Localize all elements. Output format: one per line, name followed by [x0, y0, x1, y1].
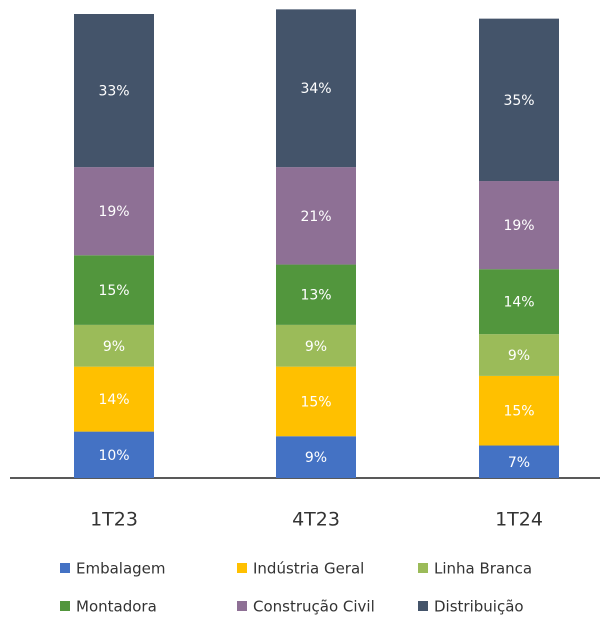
- bar-segment: [74, 431, 154, 478]
- legend-swatch: [60, 601, 70, 611]
- data-label: 9%: [508, 348, 530, 364]
- bar-segment: [479, 181, 559, 270]
- legend-label: Montadora: [76, 598, 157, 616]
- bar-segment: [276, 9, 356, 168]
- data-label: 21%: [300, 209, 331, 225]
- bar-segment: [479, 445, 559, 478]
- bar-segment: [74, 324, 154, 367]
- data-label: 9%: [305, 339, 327, 355]
- bar-segment: [479, 18, 559, 182]
- bar-segment: [276, 264, 356, 325]
- data-label: 19%: [98, 204, 129, 220]
- data-label: 9%: [305, 450, 327, 466]
- data-label: 14%: [503, 295, 534, 311]
- bar-segment: [276, 436, 356, 478]
- bar-segment: [479, 334, 559, 376]
- bar-segment: [74, 255, 154, 325]
- data-label: 13%: [300, 288, 331, 304]
- data-label: 7%: [508, 455, 530, 471]
- bar-segment: [74, 14, 154, 168]
- data-label: 34%: [300, 81, 331, 97]
- legend-swatch: [418, 563, 428, 573]
- legend-swatch: [418, 601, 428, 611]
- data-label: 14%: [98, 392, 129, 408]
- data-label: 19%: [503, 218, 534, 234]
- legend-swatch: [237, 563, 247, 573]
- x-tick-label: 1T24: [495, 509, 543, 531]
- legend-label: Construção Civil: [253, 598, 375, 616]
- data-label: 15%: [503, 404, 534, 420]
- data-label: 10%: [98, 448, 129, 464]
- bar-segment: [479, 375, 559, 446]
- x-tick-label: 1T23: [90, 509, 138, 531]
- bar-segment: [74, 366, 154, 432]
- legend-label: Indústria Geral: [253, 560, 364, 578]
- legend-label: Distribuição: [434, 598, 524, 616]
- data-label: 15%: [300, 394, 331, 410]
- data-label: 33%: [98, 84, 129, 100]
- bar-segment: [74, 167, 154, 256]
- bar-segment: [276, 167, 356, 265]
- data-label: 9%: [103, 339, 125, 355]
- data-label: 15%: [98, 283, 129, 299]
- legend-swatch: [60, 563, 70, 573]
- legend-label: Linha Branca: [434, 560, 532, 578]
- bar-segment: [276, 366, 356, 437]
- data-label: 35%: [503, 93, 534, 109]
- bar-segment: [479, 269, 559, 335]
- legend-label: Embalagem: [76, 560, 166, 578]
- x-tick-label: 4T23: [292, 509, 340, 531]
- bar-segment: [276, 324, 356, 367]
- legend-swatch: [237, 601, 247, 611]
